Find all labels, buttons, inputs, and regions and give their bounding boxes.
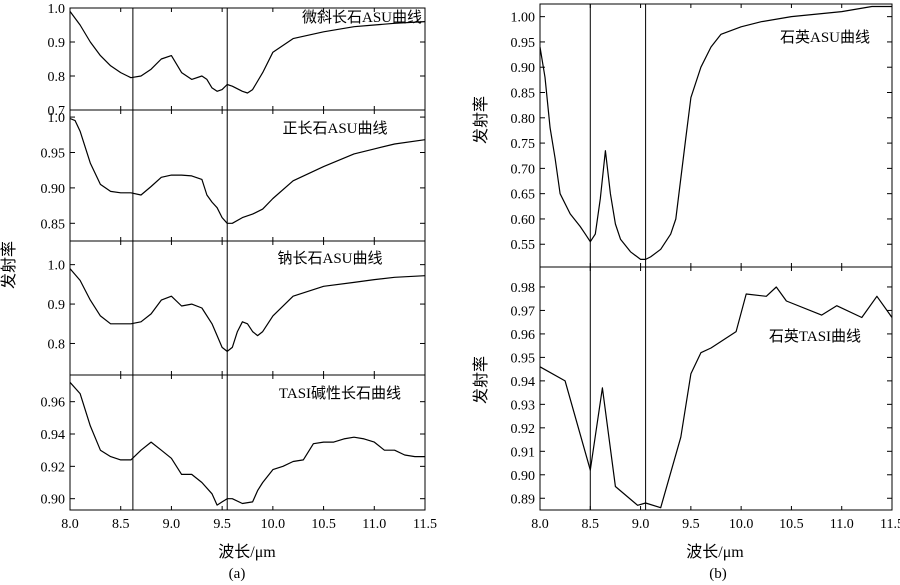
x-tick-label: 9.5 (682, 517, 700, 532)
x-tick-label: 9.0 (163, 517, 181, 532)
x-tick-label: 11.5 (880, 517, 900, 532)
y-tick-label: 0.98 (511, 281, 536, 296)
x-tick-label: 8.0 (531, 517, 549, 532)
y-tick-label: 1.00 (511, 11, 536, 26)
x-tick-label: 8.5 (112, 517, 130, 532)
y-tick-label: 0.80 (511, 112, 536, 127)
y-tick-label: 0.91 (511, 445, 536, 460)
panel-frame (69, 374, 426, 511)
series-label: 石英ASU曲线 (780, 28, 870, 46)
y-tick-label: 0.89 (511, 492, 536, 507)
y-axis-title-right-bottom: 发射率 (472, 356, 490, 404)
y-axis-title-right-top: 发射率 (472, 96, 490, 144)
panel-frame (539, 266, 893, 511)
chart-panel-6: 0.89 0.90 0.91 0.92 0.93 0.94 0.95 0.96 0.97 0.98… (511, 266, 900, 532)
series-label: 微斜长石ASU曲线 (302, 9, 422, 26)
y-tick-label: 0.7 (48, 104, 66, 119)
series-line (69, 117, 426, 224)
plot-area: 0.7 0.8 0.9 1.0 微斜长石ASU曲线 0.85 0.90 0.95 1.0 正长石A… (41, 2, 900, 532)
y-tick-label: 0.90 (511, 469, 536, 484)
y-tick-label: 1.0 (48, 2, 66, 17)
y-tick-label: 0.96 (41, 396, 66, 411)
y-tick-label: 0.90 (511, 61, 536, 76)
x-tick-label: 10.5 (311, 517, 336, 532)
series-label: 正长石ASU曲线 (282, 120, 387, 137)
x-axis-title-right: 波长/μm (686, 543, 744, 561)
y-tick-label: 0.90 (41, 182, 66, 197)
chart-panel-4: 0.90 0.92 0.94 0.96 8.0 8.5 9.0 9.5 10.0 10.5 11.0… (41, 374, 437, 532)
y-tick-label: 1.0 (48, 259, 66, 274)
series-label: TASI碱性长石曲线 (279, 385, 401, 402)
y-tick-label: 0.65 (511, 188, 536, 203)
y-tick-label: 0.92 (511, 422, 536, 437)
chart-panel-1: 0.7 0.8 0.9 1.0 微斜长石ASU曲线 (48, 2, 426, 119)
y-tick-label: 0.90 (41, 493, 66, 508)
y-tick-label: 0.9 (48, 298, 66, 313)
series-label: 钠长石ASU曲线 (277, 250, 382, 267)
x-tick-label: 10.5 (779, 517, 804, 532)
series-line (69, 381, 425, 506)
x-tick-label: 9.5 (213, 517, 231, 532)
x-tick-label: 9.0 (632, 517, 650, 532)
y-tick-label: 0.94 (41, 428, 66, 443)
x-tick-label: 11.0 (830, 517, 854, 532)
chart-panel-3: 0.8 0.9 1.0 钠长石ASU曲线 (48, 240, 426, 376)
y-axis-title-left: 发射率 (0, 241, 18, 289)
y-tick-label: 0.70 (511, 162, 536, 177)
x-tick-label: 8.0 (61, 517, 79, 532)
y-tick-label: 0.95 (511, 36, 536, 51)
y-tick-label: 0.97 (511, 304, 536, 319)
x-tick-label: 11.5 (413, 517, 437, 532)
x-tick-label: 8.5 (582, 517, 600, 532)
y-tick-label: 0.8 (48, 337, 66, 352)
y-tick-label: 0.94 (511, 375, 536, 390)
y-tick-label: 0.92 (41, 460, 66, 475)
x-axis-title-left: 波长/μm (218, 543, 276, 561)
series-line (539, 5, 892, 260)
series-line (539, 286, 893, 509)
y-tick-label: 0.60 (511, 213, 536, 228)
y-tick-label: 0.85 (511, 87, 536, 102)
y-tick-label: 0.93 (511, 398, 536, 413)
series-label: 石英TASI曲线 (769, 327, 861, 345)
panel-caption-b: (b) (709, 566, 727, 582)
chart-panel-5: 0.55 0.60 0.65 0.70 0.75 0.80 0.85 0.90 0.95 1.00… (511, 3, 893, 268)
y-tick-label: 1.0 (48, 111, 66, 126)
y-tick-label: 0.85 (41, 217, 66, 232)
y-tick-label: 0.95 (511, 351, 536, 366)
y-tick-label: 0.95 (41, 146, 66, 161)
panel-caption-a: (a) (229, 566, 246, 582)
y-tick-label: 0.75 (511, 137, 536, 152)
x-tick-label: 10.0 (729, 517, 754, 532)
y-tick-label: 0.8 (48, 70, 66, 85)
x-tick-label: 11.0 (362, 517, 386, 532)
series-line (69, 11, 426, 94)
y-tick-label: 0.96 (511, 328, 536, 343)
y-tick-label: 0.55 (511, 238, 536, 253)
chart-panel-2: 0.85 0.90 0.95 1.0 正长石ASU曲线 (41, 109, 426, 242)
x-tick-label: 10.0 (261, 517, 286, 532)
y-tick-label: 0.9 (48, 36, 66, 51)
series-line (69, 268, 426, 352)
